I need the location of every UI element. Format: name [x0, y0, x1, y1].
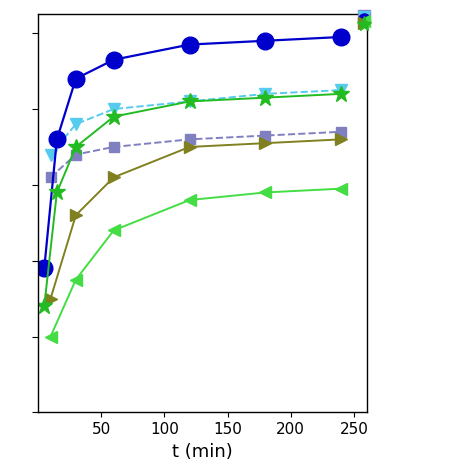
X-axis label: t (min): t (min) — [172, 443, 233, 461]
Legend: , , , , , : , , , , , — [361, 14, 366, 26]
